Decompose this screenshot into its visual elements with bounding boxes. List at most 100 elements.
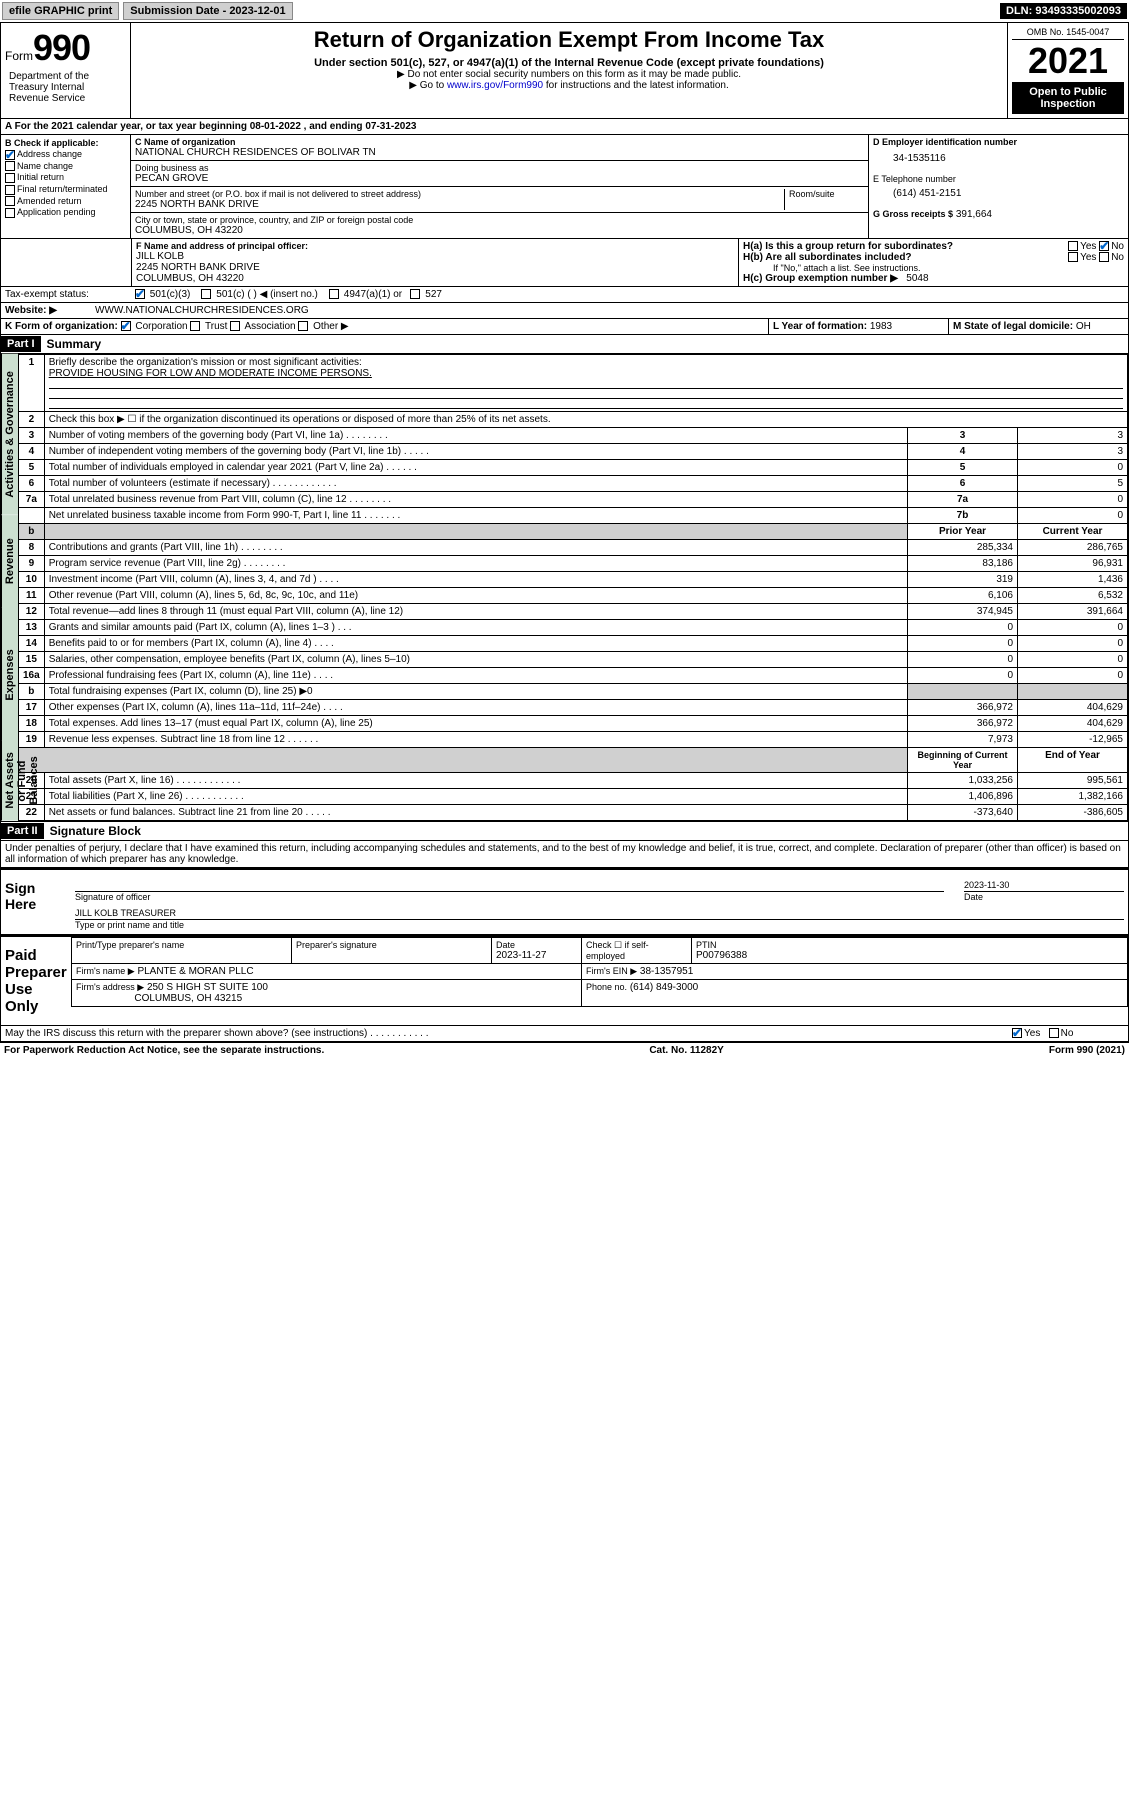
line-18: 18 bbox=[19, 716, 45, 732]
city-label: City or town, state or province, country… bbox=[135, 215, 864, 225]
part1-title: Summary bbox=[41, 335, 108, 353]
summary-block: Activities & Governance Revenue Expenses… bbox=[0, 354, 1129, 822]
irs-link[interactable]: www.irs.gov/Form990 bbox=[447, 80, 543, 91]
vlabel-revenue: Revenue bbox=[1, 515, 18, 608]
chk-ha-yes[interactable] bbox=[1068, 241, 1078, 251]
footer: For Paperwork Reduction Act Notice, see … bbox=[0, 1042, 1129, 1058]
penalty-text: Under penalties of perjury, I declare th… bbox=[0, 841, 1129, 868]
hdr-current: Current Year bbox=[1018, 524, 1128, 540]
officer-label: F Name and address of principal officer: bbox=[136, 241, 734, 251]
line-6: 6 bbox=[19, 476, 45, 492]
current-16a: 0 bbox=[1018, 668, 1128, 684]
prior-10: 319 bbox=[908, 572, 1018, 588]
chk-hb-yes[interactable] bbox=[1068, 252, 1078, 262]
gross-value: 391,664 bbox=[956, 209, 992, 220]
col-d: D Employer identification number 34-1535… bbox=[868, 135, 1128, 238]
prior-19: 7,973 bbox=[908, 732, 1018, 748]
tax-status-row: Tax-exempt status: 501(c)(3) 501(c) ( ) … bbox=[0, 287, 1129, 303]
line-8: 8 bbox=[19, 540, 45, 556]
chk-assoc[interactable] bbox=[230, 321, 240, 331]
form-title: Return of Organization Exempt From Incom… bbox=[135, 27, 1003, 53]
line-12: 12 bbox=[19, 604, 45, 620]
part1-header: Part I bbox=[1, 336, 41, 352]
chk-ha-no[interactable] bbox=[1099, 241, 1109, 251]
sign-here-label: Sign Here bbox=[1, 870, 71, 934]
website-row: Website: ▶ WWW.NATIONALCHURCHRESIDENCES.… bbox=[0, 303, 1129, 319]
paid-preparer-block: Paid Preparer Use Only Print/Type prepar… bbox=[0, 935, 1129, 1026]
sig-name: JILL KOLB TREASURER bbox=[75, 902, 1124, 920]
l-value: 1983 bbox=[870, 321, 892, 332]
ha-label: H(a) Is this a group return for subordin… bbox=[743, 241, 953, 252]
chk-hb-no[interactable] bbox=[1099, 252, 1109, 262]
paid-h1: Print/Type preparer's name bbox=[76, 940, 287, 950]
chk-app-pending[interactable] bbox=[5, 208, 15, 218]
form-subtitle: Under section 501(c), 527, or 4947(a)(1)… bbox=[135, 57, 1003, 69]
chk-501c3[interactable] bbox=[135, 289, 145, 299]
chk-final-return[interactable] bbox=[5, 185, 15, 195]
chk-discuss-no[interactable] bbox=[1049, 1028, 1059, 1038]
prior-12: 374,945 bbox=[908, 604, 1018, 620]
line-14: 14 bbox=[19, 636, 45, 652]
hc-value: 5048 bbox=[906, 273, 928, 284]
hdr-begin: Beginning of Current Year bbox=[908, 748, 1018, 773]
q2-text: Check this box ▶ ☐ if the organization d… bbox=[44, 412, 1127, 428]
part2-title: Signature Block bbox=[44, 822, 147, 840]
efile-button[interactable]: efile GRAPHIC print bbox=[2, 2, 119, 20]
paid-addr1: 250 S HIGH ST SUITE 100 bbox=[147, 982, 268, 993]
tel-label: E Telephone number bbox=[873, 174, 1124, 184]
current-b bbox=[1018, 684, 1128, 700]
current-10: 1,436 bbox=[1018, 572, 1128, 588]
chk-address-change[interactable] bbox=[5, 150, 15, 160]
prior-18: 366,972 bbox=[908, 716, 1018, 732]
line-16a: 16a bbox=[19, 668, 45, 684]
paid-date: 2023-11-27 bbox=[496, 950, 577, 961]
form-header: Form990 Department of the Treasury Inter… bbox=[0, 22, 1129, 119]
chk-other[interactable] bbox=[298, 321, 308, 331]
top-bar: efile GRAPHIC print Submission Date - 20… bbox=[0, 0, 1129, 22]
chk-amended[interactable] bbox=[5, 196, 15, 206]
dba-label: Doing business as bbox=[135, 163, 864, 173]
org-name-label: C Name of organization bbox=[135, 137, 864, 147]
line-11: 11 bbox=[19, 588, 45, 604]
sig-name-label: Type or print name and title bbox=[75, 920, 1124, 930]
chk-4947[interactable] bbox=[329, 289, 339, 299]
chk-name-change[interactable] bbox=[5, 161, 15, 171]
q1-text: Briefly describe the organization's miss… bbox=[49, 357, 362, 368]
vlabel-expenses: Expenses bbox=[1, 608, 18, 742]
chk-527[interactable] bbox=[410, 289, 420, 299]
submission-date-button[interactable]: Submission Date - 2023-12-01 bbox=[123, 2, 292, 20]
paid-addr2: COLUMBUS, OH 43215 bbox=[134, 993, 242, 1004]
chk-initial-return[interactable] bbox=[5, 173, 15, 183]
current-12: 391,664 bbox=[1018, 604, 1128, 620]
chk-501c[interactable] bbox=[201, 289, 211, 299]
discuss-row: May the IRS discuss this return with the… bbox=[0, 1026, 1129, 1042]
paid-ptin: P00796388 bbox=[696, 950, 1123, 961]
gross-label: G Gross receipts $ bbox=[873, 209, 953, 219]
chk-trust[interactable] bbox=[190, 321, 200, 331]
val-3: 3 bbox=[1018, 428, 1128, 444]
sign-here-block: Sign Here Signature of officer 2023-11-3… bbox=[0, 868, 1129, 935]
chk-corp[interactable] bbox=[121, 321, 131, 331]
vlabel-netassets: Net Assets or Fund Balances bbox=[1, 741, 18, 821]
line-13: 13 bbox=[19, 620, 45, 636]
omb-number: OMB No. 1545-0047 bbox=[1012, 27, 1124, 40]
val-7a: 0 bbox=[1018, 492, 1128, 508]
sig-officer-label: Signature of officer bbox=[75, 892, 944, 902]
chk-discuss-yes[interactable] bbox=[1012, 1028, 1022, 1038]
line-b: b bbox=[19, 684, 45, 700]
col-b: B Check if applicable: Address change Na… bbox=[1, 135, 131, 238]
val-4: 3 bbox=[1018, 444, 1128, 460]
dept-label: Department of the Treasury Internal Reve… bbox=[5, 69, 126, 106]
website-label: Website: ▶ bbox=[1, 303, 91, 318]
line-3: 3 bbox=[19, 428, 45, 444]
hdr-prior: Prior Year bbox=[908, 524, 1018, 540]
open-inspection: Open to Public Inspection bbox=[1012, 82, 1124, 114]
current-18: 404,629 bbox=[1018, 716, 1128, 732]
form-word: Form bbox=[5, 49, 33, 63]
current-11: 6,532 bbox=[1018, 588, 1128, 604]
discuss-text: May the IRS discuss this return with the… bbox=[1, 1026, 1008, 1041]
org-name: NATIONAL CHURCH RESIDENCES OF BOLIVAR TN bbox=[135, 147, 864, 158]
officer-h-row: F Name and address of principal officer:… bbox=[0, 239, 1129, 287]
officer-addr1: 2245 NORTH BANK DRIVE bbox=[136, 262, 734, 273]
line-5: 5 bbox=[19, 460, 45, 476]
